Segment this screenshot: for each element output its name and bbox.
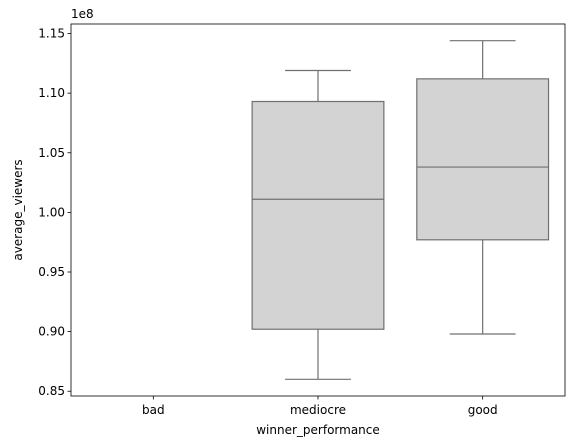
box-mediocre <box>251 69 385 380</box>
y-tick-label: 1.05 <box>38 146 65 160</box>
x-tick-label: mediocre <box>290 403 346 417</box>
plot-frame <box>70 23 566 397</box>
y-tick-label: 1.10 <box>38 86 65 100</box>
x-tick-label: bad <box>142 403 165 417</box>
boxes-layer <box>251 40 550 380</box>
y-tick-label: 1.15 <box>38 27 65 41</box>
y-tick-label: 0.90 <box>38 325 65 339</box>
ticks-layer: 0.85 0.90 0.95 1.00 1.05 1.10 1.15 bad mediocre g… <box>38 27 497 417</box>
y-offset-label: 1e8 <box>71 7 94 21</box>
y-tick-label: 0.85 <box>38 384 65 398</box>
x-tick-label: good <box>468 403 498 417</box>
iqr-box <box>251 100 385 330</box>
y-tick-label: 0.95 <box>38 265 65 279</box>
y-axis-label: average_viewers <box>11 159 25 260</box>
y-tick-label: 1.00 <box>38 205 65 219</box>
iqr-box <box>416 78 550 241</box>
x-axis-label: winner_performance <box>256 423 380 437</box>
box-good <box>416 40 550 335</box>
